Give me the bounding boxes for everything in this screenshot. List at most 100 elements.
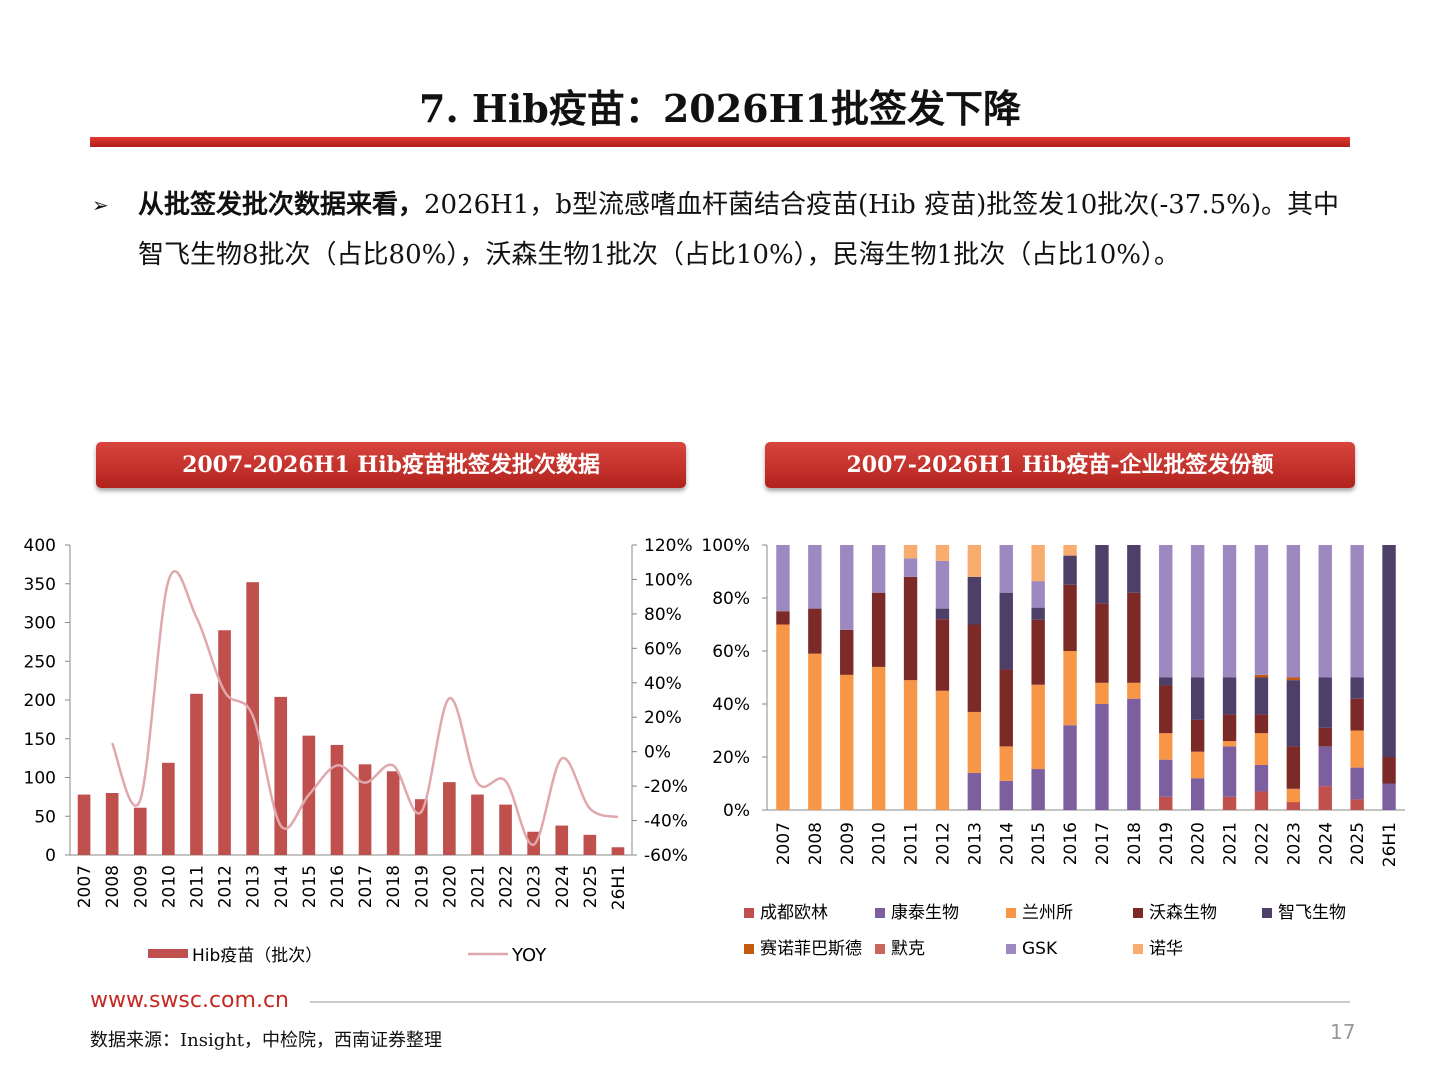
bar [386, 771, 400, 855]
stack-segment [1190, 719, 1205, 752]
y2-tick-label: 100% [644, 570, 693, 590]
stack-segment [1127, 682, 1141, 699]
x-tick-label: 2016 [328, 865, 348, 908]
legend-swatch-bar [148, 949, 188, 958]
bar [358, 764, 372, 855]
legend-swatch [875, 908, 885, 918]
y-tick-label: 250 [24, 652, 56, 672]
stack-segment [808, 608, 822, 654]
stack-segment [1031, 769, 1045, 810]
x-tick-label: 2016 [1061, 822, 1081, 865]
stack-segment [1286, 680, 1301, 747]
stack-segment [1350, 799, 1364, 810]
stack-segment [1095, 704, 1109, 810]
stack-segment [871, 592, 886, 667]
stack-segment [1127, 592, 1141, 683]
stack-segment [840, 545, 854, 630]
x-tick-label: 2018 [384, 865, 404, 908]
stack-segment [1222, 746, 1237, 797]
bar [471, 794, 484, 855]
stack-segment [1127, 545, 1141, 593]
legend-swatch [744, 944, 754, 954]
bar [162, 762, 175, 855]
stack-segment [967, 711, 982, 773]
stack-segment [967, 772, 982, 810]
stack-segment [1254, 677, 1269, 715]
x-tick-label: 26H1 [609, 865, 629, 910]
x-tick-label: 2015 [300, 865, 320, 908]
y-tick-label: 100 [24, 769, 56, 789]
stack-segment [1382, 545, 1396, 757]
x-tick-label: 2012 [933, 822, 953, 865]
stack-segment [1159, 677, 1173, 686]
y-tick-label: 200 [24, 691, 56, 711]
y2-tick-label: 80% [644, 605, 682, 625]
legend-label-yoy: YOY [511, 945, 547, 966]
stack-segment [1159, 733, 1173, 760]
stack-segment [1286, 788, 1301, 803]
stack-segment [1222, 545, 1237, 678]
x-tick-label: 2020 [1189, 822, 1209, 865]
y2-tick-label: 0% [644, 743, 671, 763]
y2-tick-label: 60% [644, 639, 682, 659]
bullet-paragraph: ➢ 从批签发批次数据来看，2026H1，b型流感嗜血杆菌结合疫苗(Hib 疫苗)… [92, 180, 1362, 280]
footer-divider [310, 1001, 1350, 1003]
x-tick-label: 2013 [244, 865, 264, 908]
x-tick-label: 2020 [440, 865, 460, 908]
x-tick-label: 2010 [870, 822, 890, 865]
stack-segment [1190, 677, 1205, 720]
page-number: 17 [1330, 1020, 1356, 1044]
y2-tick-label: 40% [644, 674, 682, 694]
bar [133, 807, 147, 855]
stack-segment [1159, 796, 1173, 810]
x-tick-label: 2008 [103, 865, 123, 908]
stack-segment [1190, 778, 1205, 810]
stack-segment [903, 558, 918, 577]
stack-segment [1063, 555, 1077, 585]
y-tick-label: 150 [24, 730, 56, 750]
x-tick-label: 2019 [1157, 822, 1177, 865]
stack-segment [967, 624, 982, 712]
stack-segment [1286, 802, 1301, 810]
stack-segment [999, 545, 1013, 593]
bar [414, 799, 428, 855]
stack-segment [1254, 714, 1269, 734]
stack-segment [935, 545, 950, 561]
x-tick-label: 2010 [159, 865, 179, 908]
stack-segment [999, 669, 1013, 747]
data-source: 数据来源：Insight，中检院，西南证券整理 [90, 1030, 443, 1051]
share-chart: 0% 20% 40% 60% 80% 100% 2007 2008 2009 2010 2011 20… [701, 536, 1405, 959]
stack-segment [1159, 545, 1173, 678]
x-tick-label: 2014 [997, 822, 1017, 865]
stack-segment [967, 545, 982, 577]
x-tick-label: 2011 [902, 822, 922, 865]
stack-segment [1254, 764, 1269, 792]
stack-segment [1031, 684, 1045, 770]
stack-segment [1382, 757, 1396, 784]
stack-segment [1318, 746, 1332, 787]
legend-swatch [1133, 908, 1143, 918]
stack-segment [808, 545, 822, 609]
legend-swatch [875, 944, 885, 954]
stack-segment [1190, 545, 1205, 678]
stack-segment [903, 545, 918, 559]
y2-tick-label: 120% [644, 536, 693, 556]
stack-segment [840, 674, 854, 810]
left-chart-banner: 2007-2026H1 Hib疫苗批签发批次数据 [96, 442, 686, 488]
legend-label-bar: Hib疫苗（批次） [192, 946, 322, 966]
stack-segment [935, 619, 950, 691]
x-tick-label: 2018 [1125, 822, 1145, 865]
bar [274, 696, 288, 855]
x-tick-label: 2012 [216, 865, 236, 908]
stack-segment [1318, 677, 1332, 728]
y2-tick-label: -60% [644, 846, 688, 866]
stack-segment [1063, 584, 1077, 651]
footer-url[interactable]: www.swsc.com.cn [90, 988, 289, 1013]
stack-segment [1031, 545, 1045, 582]
stack-segment [776, 545, 790, 612]
y-tick-label: 80% [712, 589, 750, 609]
stack-segment [1350, 545, 1364, 678]
bullet-text: 从批签发批次数据来看，2026H1，b型流感嗜血杆菌结合疫苗(Hib 疫苗)批签… [138, 180, 1362, 280]
x-tick-label: 2017 [356, 865, 376, 908]
stack-segment [1031, 581, 1045, 608]
